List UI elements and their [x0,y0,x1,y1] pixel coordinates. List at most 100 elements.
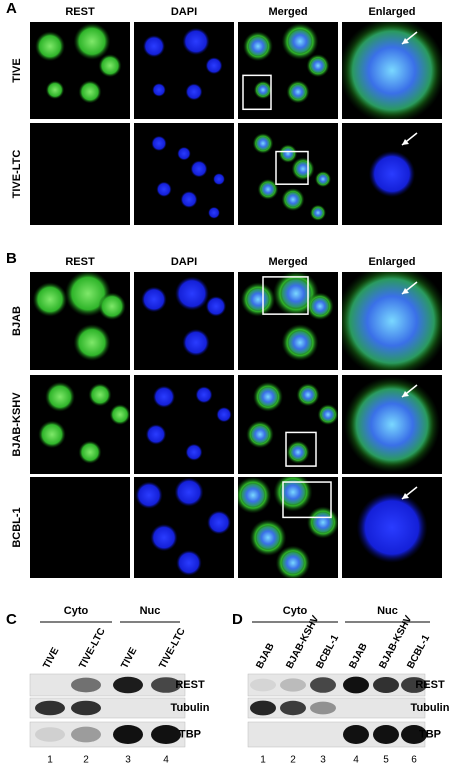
band [113,676,143,694]
rest-stain [44,133,66,154]
band [373,725,399,744]
arrow-head [402,139,409,145]
cells [342,22,442,119]
micrograph [134,477,234,578]
micrograph [30,123,130,225]
cells [342,272,442,370]
dapi-stain [180,191,198,208]
blot-label: Tubulin [171,702,210,714]
zoom-box [285,431,317,467]
dapi-stain [205,57,223,75]
dapi-stain [280,277,312,310]
dapi-stain [174,477,204,507]
dapi-stain [152,385,176,408]
cells [44,133,124,221]
panel-label: B [6,250,17,267]
dapi-stain [182,27,210,55]
lane-number: 2 [83,755,89,766]
lane-number: 3 [125,755,131,766]
cells [243,23,330,104]
row-label: BJAB-KSHV [11,392,23,457]
rest-stain [30,477,64,514]
rest-stain [73,188,97,211]
rest-stain [98,54,122,78]
micrograph [342,123,442,225]
row-label: TIVE-LTC [11,150,23,199]
dapi-stain [342,272,442,370]
micrograph [238,272,338,370]
dapi-stain [255,524,281,551]
dapi-stain [190,160,208,178]
band [373,676,399,694]
micrograph [134,375,234,474]
micrograph [342,477,442,578]
blot-label: REST [415,679,445,691]
rest-stain [101,204,119,221]
dapi-stain [246,287,270,312]
dapi-stain [182,328,210,357]
group-label: Cyto [283,605,308,617]
band [401,725,427,744]
rest-stain [73,23,111,60]
lane-label: TIVE [119,646,139,671]
dapi-stain [312,207,324,219]
lane-label: TIVE [41,646,61,671]
rest-stain [65,477,105,512]
micrograph [238,123,338,225]
dapi-stain [256,83,270,97]
band [343,725,369,744]
lane-number: 1 [47,755,53,766]
rest-stain [67,545,103,578]
band [310,677,336,693]
band [35,727,65,742]
dapi-stain [279,478,307,506]
rest-stain [78,80,102,104]
rest-stain [109,404,130,425]
dapi-stain [255,136,271,151]
dapi-stain [208,206,220,219]
micrograph [30,22,130,119]
column-header: REST [65,6,95,18]
rest-stain [73,324,111,361]
lane-number: 6 [411,755,417,766]
lane-number: 1 [260,755,266,766]
lane-number: 5 [383,755,389,766]
cells [342,477,442,578]
micrograph [238,375,338,474]
dapi-stain [213,173,225,186]
cells [252,133,332,221]
cells [145,385,232,461]
dapi-stain [176,550,202,576]
cells [38,381,130,464]
dapi-stain [240,482,266,508]
column-header: DAPI [171,256,197,268]
lane-label: BCBL-1 [314,633,341,671]
dapi-stain [260,182,276,197]
dapi-stain [287,28,313,55]
rest-stain [41,519,79,556]
cells [135,477,231,576]
band [401,677,427,693]
cells [246,381,338,464]
zoom-box [262,276,309,315]
arrow-head [402,493,409,499]
lane-number: 4 [353,755,359,766]
band [151,677,181,693]
column-header: Merged [268,6,307,18]
dapi-stain [250,424,270,444]
micrograph [342,375,442,474]
row-label: BCBL-1 [11,507,23,547]
lane-number: 3 [320,755,326,766]
rest-stain [45,381,75,412]
dapi-stain [247,35,269,57]
dapi-stain [281,147,295,161]
panel-label: A [6,0,17,17]
rest-stain [98,292,126,321]
band [71,677,101,693]
dapi-stain [295,160,311,177]
dapi-stain [175,276,209,311]
rest-stain [78,440,102,464]
column-header: Enlarged [368,256,415,268]
column-header: DAPI [171,6,197,18]
